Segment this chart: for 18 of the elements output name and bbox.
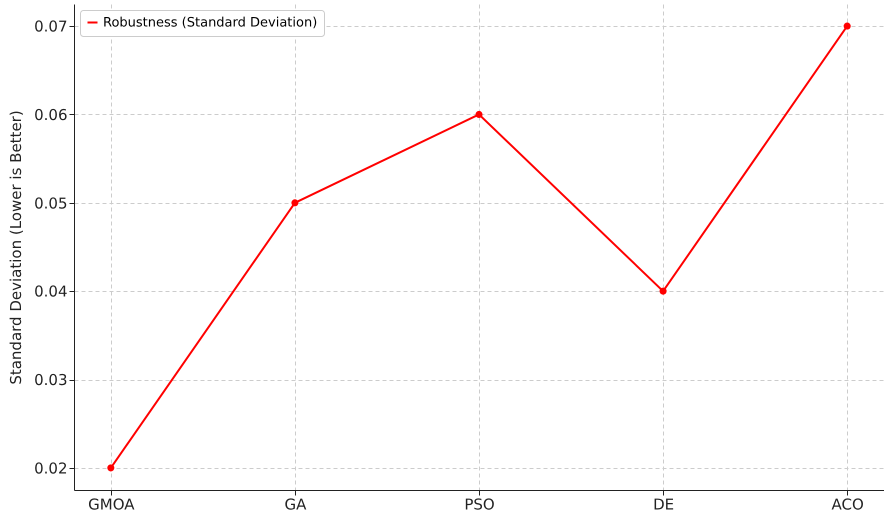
x-tick-label: GMOA [88,496,136,514]
x-tick-label: GA [284,496,308,514]
y-axis-title: Standard Deviation (Lower is Better) [7,110,26,385]
point [844,22,851,30]
point [475,110,483,118]
x-tick-label: ACO [832,496,864,514]
y-tick-label: 0.05 [34,194,68,212]
y-tick-label: 0.03 [34,371,68,390]
x-tick-label: PSO [464,496,495,514]
y-tick-label: 0.02 [34,459,68,478]
point [291,199,298,206]
x-tick-label: DE [653,496,674,514]
y-tick-label: 0.06 [34,106,68,124]
point [660,288,667,295]
legend-label: Robustness (Standard Deviation) [103,16,318,30]
point [107,464,114,472]
y-tick-label: 0.04 [34,282,68,301]
y-tick-label: 0.07 [34,18,68,36]
